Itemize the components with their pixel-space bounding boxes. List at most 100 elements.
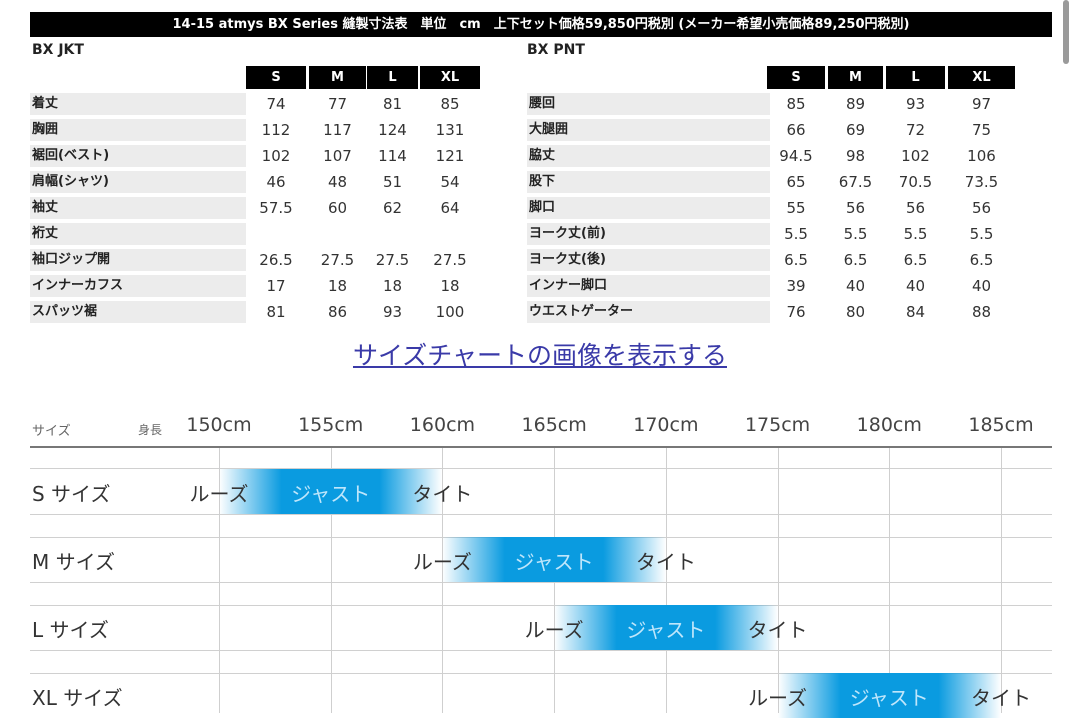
- cell-value: 64: [440, 199, 460, 217]
- cell-value: 69: [845, 121, 866, 139]
- row-label: 裄丈: [30, 223, 246, 245]
- tick-label: 165cm: [521, 414, 587, 436]
- cell-value: 81: [266, 303, 286, 321]
- tick-label: 160cm: [409, 414, 476, 436]
- size-row-label: XL サイズ: [32, 686, 123, 710]
- grid-line-horizontal: [30, 514, 1052, 515]
- fit-range-bar: [777, 673, 1001, 718]
- size-header-l: L: [367, 66, 418, 89]
- grid-line-horizontal: [30, 650, 1052, 651]
- cell-value: 6.5: [903, 251, 928, 269]
- row-label: 着丈: [30, 93, 246, 115]
- grid-line-horizontal: [30, 605, 1052, 606]
- row-label: 大腿囲: [527, 119, 770, 141]
- tick-label: 175cm: [744, 414, 811, 436]
- header-rule: [30, 446, 1052, 448]
- cell-value: 107: [323, 147, 352, 165]
- cell-value: 74: [266, 95, 286, 113]
- tick-label: 185cm: [968, 414, 1034, 436]
- cell-value: 46: [266, 173, 286, 191]
- grid-line-vertical: [1001, 448, 1002, 713]
- tick-label: 170cm: [633, 414, 699, 436]
- row-label: 胸囲: [30, 119, 246, 141]
- jacket-title: BX JKT: [32, 42, 84, 58]
- size-row-label: L サイズ: [32, 618, 109, 642]
- cell-value: 6.5: [784, 251, 808, 269]
- cell-value: 57.5: [259, 199, 293, 217]
- cell-value: [246, 223, 306, 245]
- row-label: インナー脚口: [527, 275, 770, 297]
- cell-value: 17: [266, 277, 286, 295]
- size-header-xl: XL: [948, 66, 1015, 89]
- row-label: ウエストゲーター: [527, 301, 770, 323]
- row-label: スパッツ裾: [30, 301, 246, 323]
- cell-value: 5.5: [784, 225, 808, 243]
- row-label: 肩幅(シャツ): [30, 171, 246, 193]
- cell-value: 121: [435, 147, 465, 165]
- size-row-label: M サイズ: [32, 550, 116, 574]
- grid-line-vertical: [889, 448, 890, 713]
- cell-value: 84: [905, 303, 926, 321]
- fit-label-loose: ルーズ: [748, 686, 808, 710]
- cell-value: 75: [971, 121, 992, 139]
- fit-range-bar: [219, 469, 443, 514]
- fit-range-bar: [442, 537, 666, 582]
- show-size-chart-image-link[interactable]: サイズチャートの画像を表示する: [352, 341, 727, 370]
- cell-value: 85: [786, 95, 806, 113]
- cell-value: 5.5: [843, 225, 868, 243]
- cell-value: 56: [905, 199, 926, 217]
- row-label: 腰回: [527, 93, 770, 115]
- fit-label-loose: ルーズ: [412, 550, 472, 574]
- cell-value: 5.5: [969, 225, 994, 243]
- size-header-l: L: [886, 66, 945, 89]
- cell-value: 51: [382, 173, 403, 191]
- size-header-s: S: [767, 66, 825, 89]
- cell-value: 26.5: [259, 251, 293, 269]
- cell-value: 131: [435, 121, 465, 139]
- link-container: サイズチャートの画像を表示する: [0, 336, 1080, 372]
- fit-label-tight: タイト: [412, 482, 473, 506]
- table-title-bar: 14-15 atmys BX Series 縫製寸法表 単位 cm 上下セット価…: [30, 12, 1052, 37]
- cell-value: 77: [327, 95, 348, 113]
- cell-value: 117: [323, 121, 352, 139]
- cell-value: 6.5: [969, 251, 994, 269]
- cell-value: 98: [845, 147, 866, 165]
- cell-value: 40: [905, 277, 926, 295]
- size-header-xl: XL: [420, 66, 480, 89]
- cell-value: 54: [440, 173, 460, 191]
- row-label: 裾回(ベスト): [30, 145, 246, 167]
- cell-value: 73.5: [964, 173, 999, 191]
- cell-value: 97: [971, 95, 992, 113]
- cell-value: 55: [786, 199, 806, 217]
- cell-value: 100: [435, 303, 465, 321]
- fit-label-loose: ルーズ: [524, 618, 584, 642]
- size-header-s: S: [246, 66, 306, 89]
- cell-value: 102: [261, 147, 291, 165]
- fit-label-tight: タイト: [635, 550, 696, 574]
- cell-value: [420, 223, 480, 245]
- cell-value: 93: [905, 95, 926, 113]
- row-label: インナーカフス: [30, 275, 246, 297]
- cell-value: 62: [382, 199, 403, 217]
- row-label: 袖口ジップ開: [30, 249, 246, 271]
- fit-label-just: ジャスト: [626, 618, 706, 642]
- tick-label: 150cm: [186, 414, 252, 436]
- fit-label-tight: タイト: [747, 618, 808, 642]
- tick-label: 155cm: [298, 414, 364, 436]
- cell-value: 81: [382, 95, 403, 113]
- grid-line-horizontal: [30, 582, 1052, 583]
- row-label: 股下: [527, 171, 770, 193]
- fit-label-just: ジャスト: [291, 482, 371, 506]
- fit-label-loose: ルーズ: [189, 482, 249, 506]
- cell-value: 66: [786, 121, 806, 139]
- cell-value: 106: [967, 147, 996, 165]
- cell-value: 94.5: [779, 147, 813, 165]
- cell-value: [367, 223, 418, 245]
- row-label: 脇丈: [527, 145, 770, 167]
- cell-value: 114: [378, 147, 407, 165]
- fit-label-tight: タイト: [971, 686, 1031, 710]
- scrollbar[interactable]: [1063, 0, 1069, 64]
- cell-value: 93: [382, 303, 403, 321]
- grid-line-vertical: [666, 448, 667, 713]
- cell-value: 40: [845, 277, 866, 295]
